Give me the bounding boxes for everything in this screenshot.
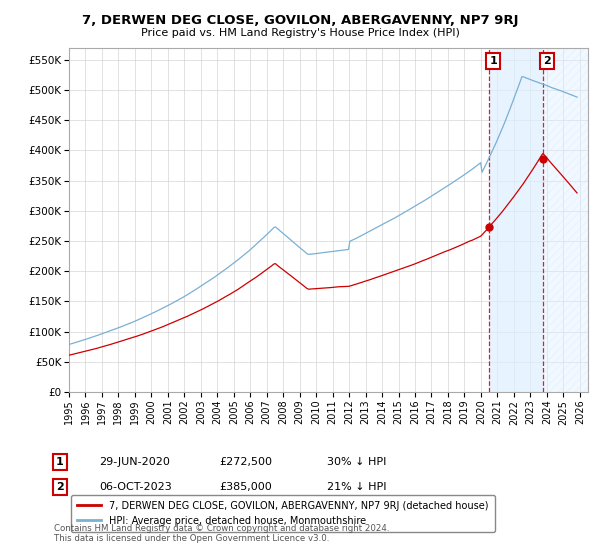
- Text: £385,000: £385,000: [219, 482, 272, 492]
- Text: 30% ↓ HPI: 30% ↓ HPI: [327, 457, 386, 467]
- Text: 29-JUN-2020: 29-JUN-2020: [99, 457, 170, 467]
- Text: 21% ↓ HPI: 21% ↓ HPI: [327, 482, 386, 492]
- Text: 06-OCT-2023: 06-OCT-2023: [99, 482, 172, 492]
- Text: £272,500: £272,500: [219, 457, 272, 467]
- Text: 7, DERWEN DEG CLOSE, GOVILON, ABERGAVENNY, NP7 9RJ: 7, DERWEN DEG CLOSE, GOVILON, ABERGAVENN…: [82, 14, 518, 27]
- Bar: [543, 48, 588, 392]
- Text: 2: 2: [56, 482, 64, 492]
- Text: Contains HM Land Registry data © Crown copyright and database right 2024.
This d: Contains HM Land Registry data © Crown c…: [54, 524, 389, 543]
- Text: 2: 2: [543, 56, 551, 66]
- Bar: [489, 48, 543, 392]
- Text: Price paid vs. HM Land Registry's House Price Index (HPI): Price paid vs. HM Land Registry's House …: [140, 28, 460, 38]
- Legend: 7, DERWEN DEG CLOSE, GOVILON, ABERGAVENNY, NP7 9RJ (detached house), HPI: Averag: 7, DERWEN DEG CLOSE, GOVILON, ABERGAVENN…: [71, 495, 494, 531]
- Text: 1: 1: [56, 457, 64, 467]
- Text: 1: 1: [489, 56, 497, 66]
